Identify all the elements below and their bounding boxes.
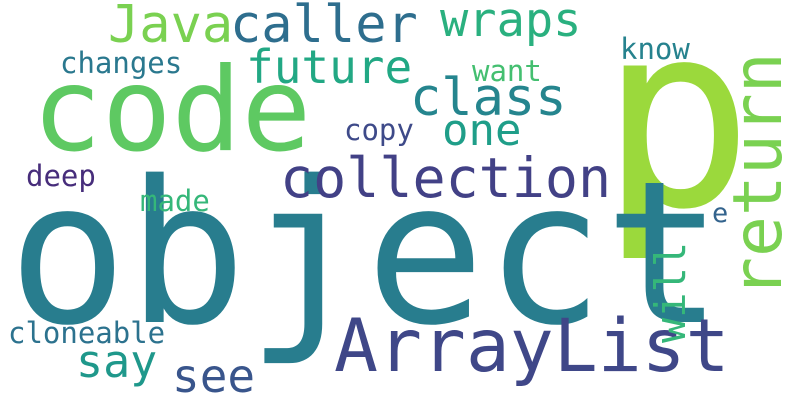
- word-cloneable: cloneable: [8, 316, 166, 350]
- word-deep: deep: [26, 159, 96, 193]
- word-e: e: [712, 198, 729, 229]
- word-p: p: [600, 0, 754, 266]
- word-say: say: [76, 335, 158, 388]
- word-wraps: wraps: [440, 0, 582, 48]
- word-ArrayList: ArrayList: [334, 304, 730, 389]
- word-caller: caller: [230, 0, 418, 55]
- word-one: one: [442, 105, 522, 156]
- word-see: see: [172, 349, 256, 400]
- word-will: will: [646, 241, 695, 343]
- word-collection: collection: [280, 146, 612, 210]
- word-object: object: [8, 138, 724, 369]
- word-return: return: [719, 52, 798, 298]
- word-made: made: [140, 184, 210, 218]
- word-Java: Java: [108, 0, 234, 55]
- word-class: class: [410, 68, 567, 128]
- word-changes: changes: [60, 46, 183, 80]
- word-copy: copy: [344, 113, 414, 147]
- word-code: code: [32, 43, 312, 178]
- word-know: know: [620, 32, 690, 66]
- word-want: want: [472, 54, 542, 88]
- word-future: future: [246, 40, 413, 94]
